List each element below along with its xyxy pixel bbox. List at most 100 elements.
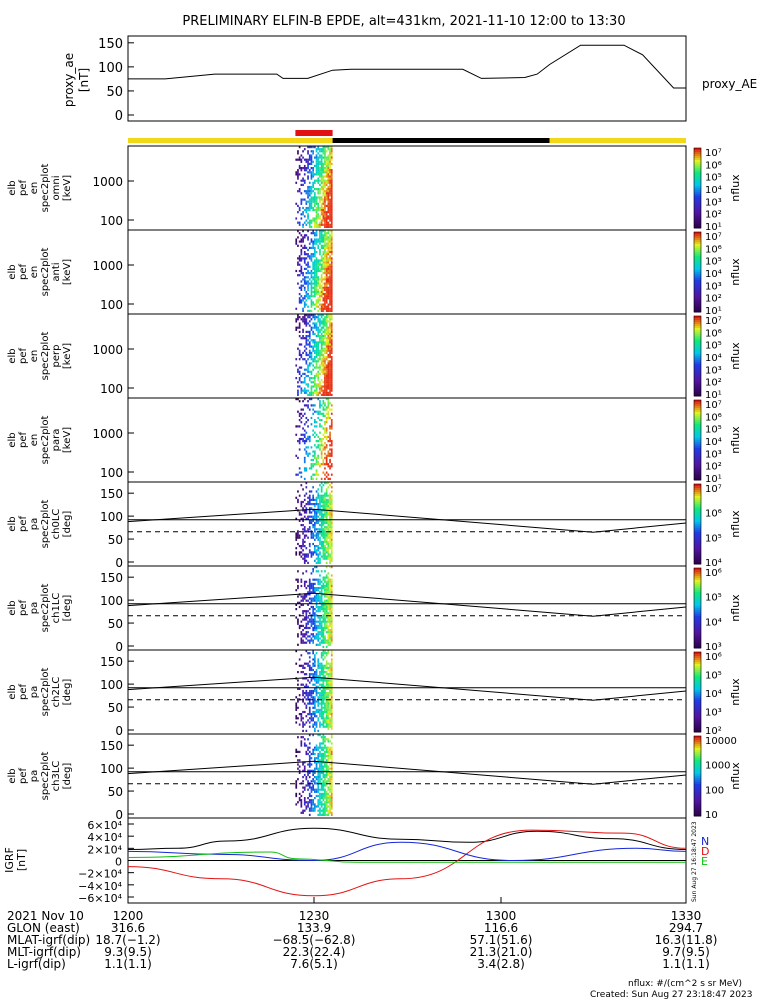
spectrogram-cell [307, 194, 309, 197]
panel-ylabel: anti [51, 262, 62, 281]
spectrogram-cell [325, 446, 328, 449]
colorbar-segment [694, 654, 701, 657]
colorbar-label: nflux [729, 510, 742, 538]
spectrogram-cell [320, 629, 323, 632]
colorbar-segment [694, 394, 701, 397]
spectrogram-cell [314, 295, 316, 298]
colorbar-segment [694, 624, 701, 627]
spectrogram-cell [295, 706, 298, 709]
spectrogram-cell [303, 635, 306, 638]
spectrogram-cell [325, 339, 328, 342]
spectrogram-cell [327, 696, 330, 699]
spectrogram-cell [322, 330, 325, 333]
spectrogram-cell [322, 694, 325, 697]
spectrogram-cell [315, 503, 318, 506]
colorbar-segment [694, 790, 701, 793]
colorbar-segment [694, 766, 701, 769]
spectrogram-cell [325, 517, 328, 520]
spectrogram-cell [330, 776, 333, 779]
spectrogram-cell [314, 284, 316, 287]
spectrogram-cell [297, 391, 299, 394]
spectrogram-cell [320, 450, 323, 453]
spectrogram-cell [322, 458, 325, 462]
spectrogram-cell [305, 421, 308, 424]
spectrogram-cell [325, 282, 328, 285]
spectrogram-cell [314, 788, 316, 791]
panel-frame [127, 481, 687, 567]
footer-cell: 7.6(5.1) [290, 957, 338, 971]
spectrogram-cell [319, 353, 321, 357]
spectrogram-cell [320, 656, 323, 659]
spectrogram-cell [324, 374, 326, 378]
spectrogram-cell [317, 446, 320, 449]
spectrogram-cell [310, 276, 313, 279]
spectrogram-cell [303, 786, 306, 789]
spectrogram-cell [302, 710, 304, 714]
spectrogram-cell [308, 542, 311, 546]
spectrogram-cell [322, 202, 325, 205]
spectrogram-cell [320, 717, 323, 720]
panel-ylabel: elb [7, 180, 18, 195]
spectrogram-cell [303, 288, 306, 291]
spectrogram-cell [324, 391, 326, 394]
colorbar-segment [694, 556, 701, 559]
spectrogram-cell [314, 780, 316, 783]
spectrogram-cell [330, 601, 333, 604]
panel-ylabel: pef [18, 432, 29, 449]
spectrogram-cell [295, 616, 298, 619]
spectrogram-cell [308, 209, 311, 212]
spectrogram-cell [330, 694, 333, 697]
spectrogram-cell [310, 694, 313, 697]
spectrogram-cell [295, 721, 298, 724]
spectrogram-cell [325, 358, 328, 361]
spectrogram-cell [312, 658, 314, 661]
spectrogram-cell [315, 763, 318, 766]
spectrogram-cell [298, 164, 301, 168]
spectrogram-cell [329, 347, 331, 350]
spectrogram-cell [324, 200, 326, 203]
spectrogram-cell [330, 532, 333, 535]
ytick-label: 100 [100, 678, 123, 692]
spectrogram-cell [330, 689, 333, 693]
spectrogram-cell [329, 343, 331, 346]
panel-ylabel: spec2plot [40, 332, 51, 381]
spectrogram-cell [322, 786, 325, 789]
spectrogram-cell [324, 160, 326, 163]
spectrogram-cell [308, 265, 311, 268]
spectrogram-cell [302, 278, 304, 281]
spectrogram-cell [325, 343, 328, 346]
spectrogram-cell [312, 393, 314, 396]
spectrogram-cell [327, 706, 330, 709]
spectrogram-cell [312, 263, 314, 266]
spectrogram-cell [303, 404, 306, 407]
spectrogram-cell [329, 559, 331, 562]
spectrogram-cell [325, 278, 328, 281]
spectrogram-cell [327, 177, 330, 180]
spectrogram-cell [312, 503, 314, 506]
colorbar-segment [694, 282, 701, 285]
spectrogram-cell [322, 305, 325, 308]
spectrogram-cell [330, 771, 333, 774]
spectrogram-cell [312, 242, 314, 245]
spectrogram-cell [320, 221, 323, 224]
spectrogram-cell [303, 259, 306, 262]
spectrogram-cell [324, 316, 326, 319]
spectrogram-cell [330, 582, 333, 585]
colorbar-segment [694, 170, 701, 173]
spectrogram-cell [320, 477, 323, 480]
spectrogram-cell [310, 162, 313, 165]
footer-row-label: MLAT-igrf(dip) [7, 933, 90, 947]
spectrogram-cell [314, 391, 316, 394]
spectrogram-cell [314, 513, 316, 516]
colorbar-tick-label: 100 [705, 785, 724, 796]
spectrogram-cell [319, 725, 321, 728]
spectrogram-cell [303, 509, 306, 512]
spectrogram-cell [312, 347, 314, 350]
spectrogram-cell [327, 179, 330, 182]
spectrogram-cell [327, 269, 330, 273]
spectrogram-cell [322, 635, 325, 638]
spectrogram-cell [307, 496, 309, 499]
spectrogram-cell [310, 171, 313, 174]
spectrogram-cell [314, 710, 316, 714]
panel-ylabel: [keV] [62, 343, 73, 369]
